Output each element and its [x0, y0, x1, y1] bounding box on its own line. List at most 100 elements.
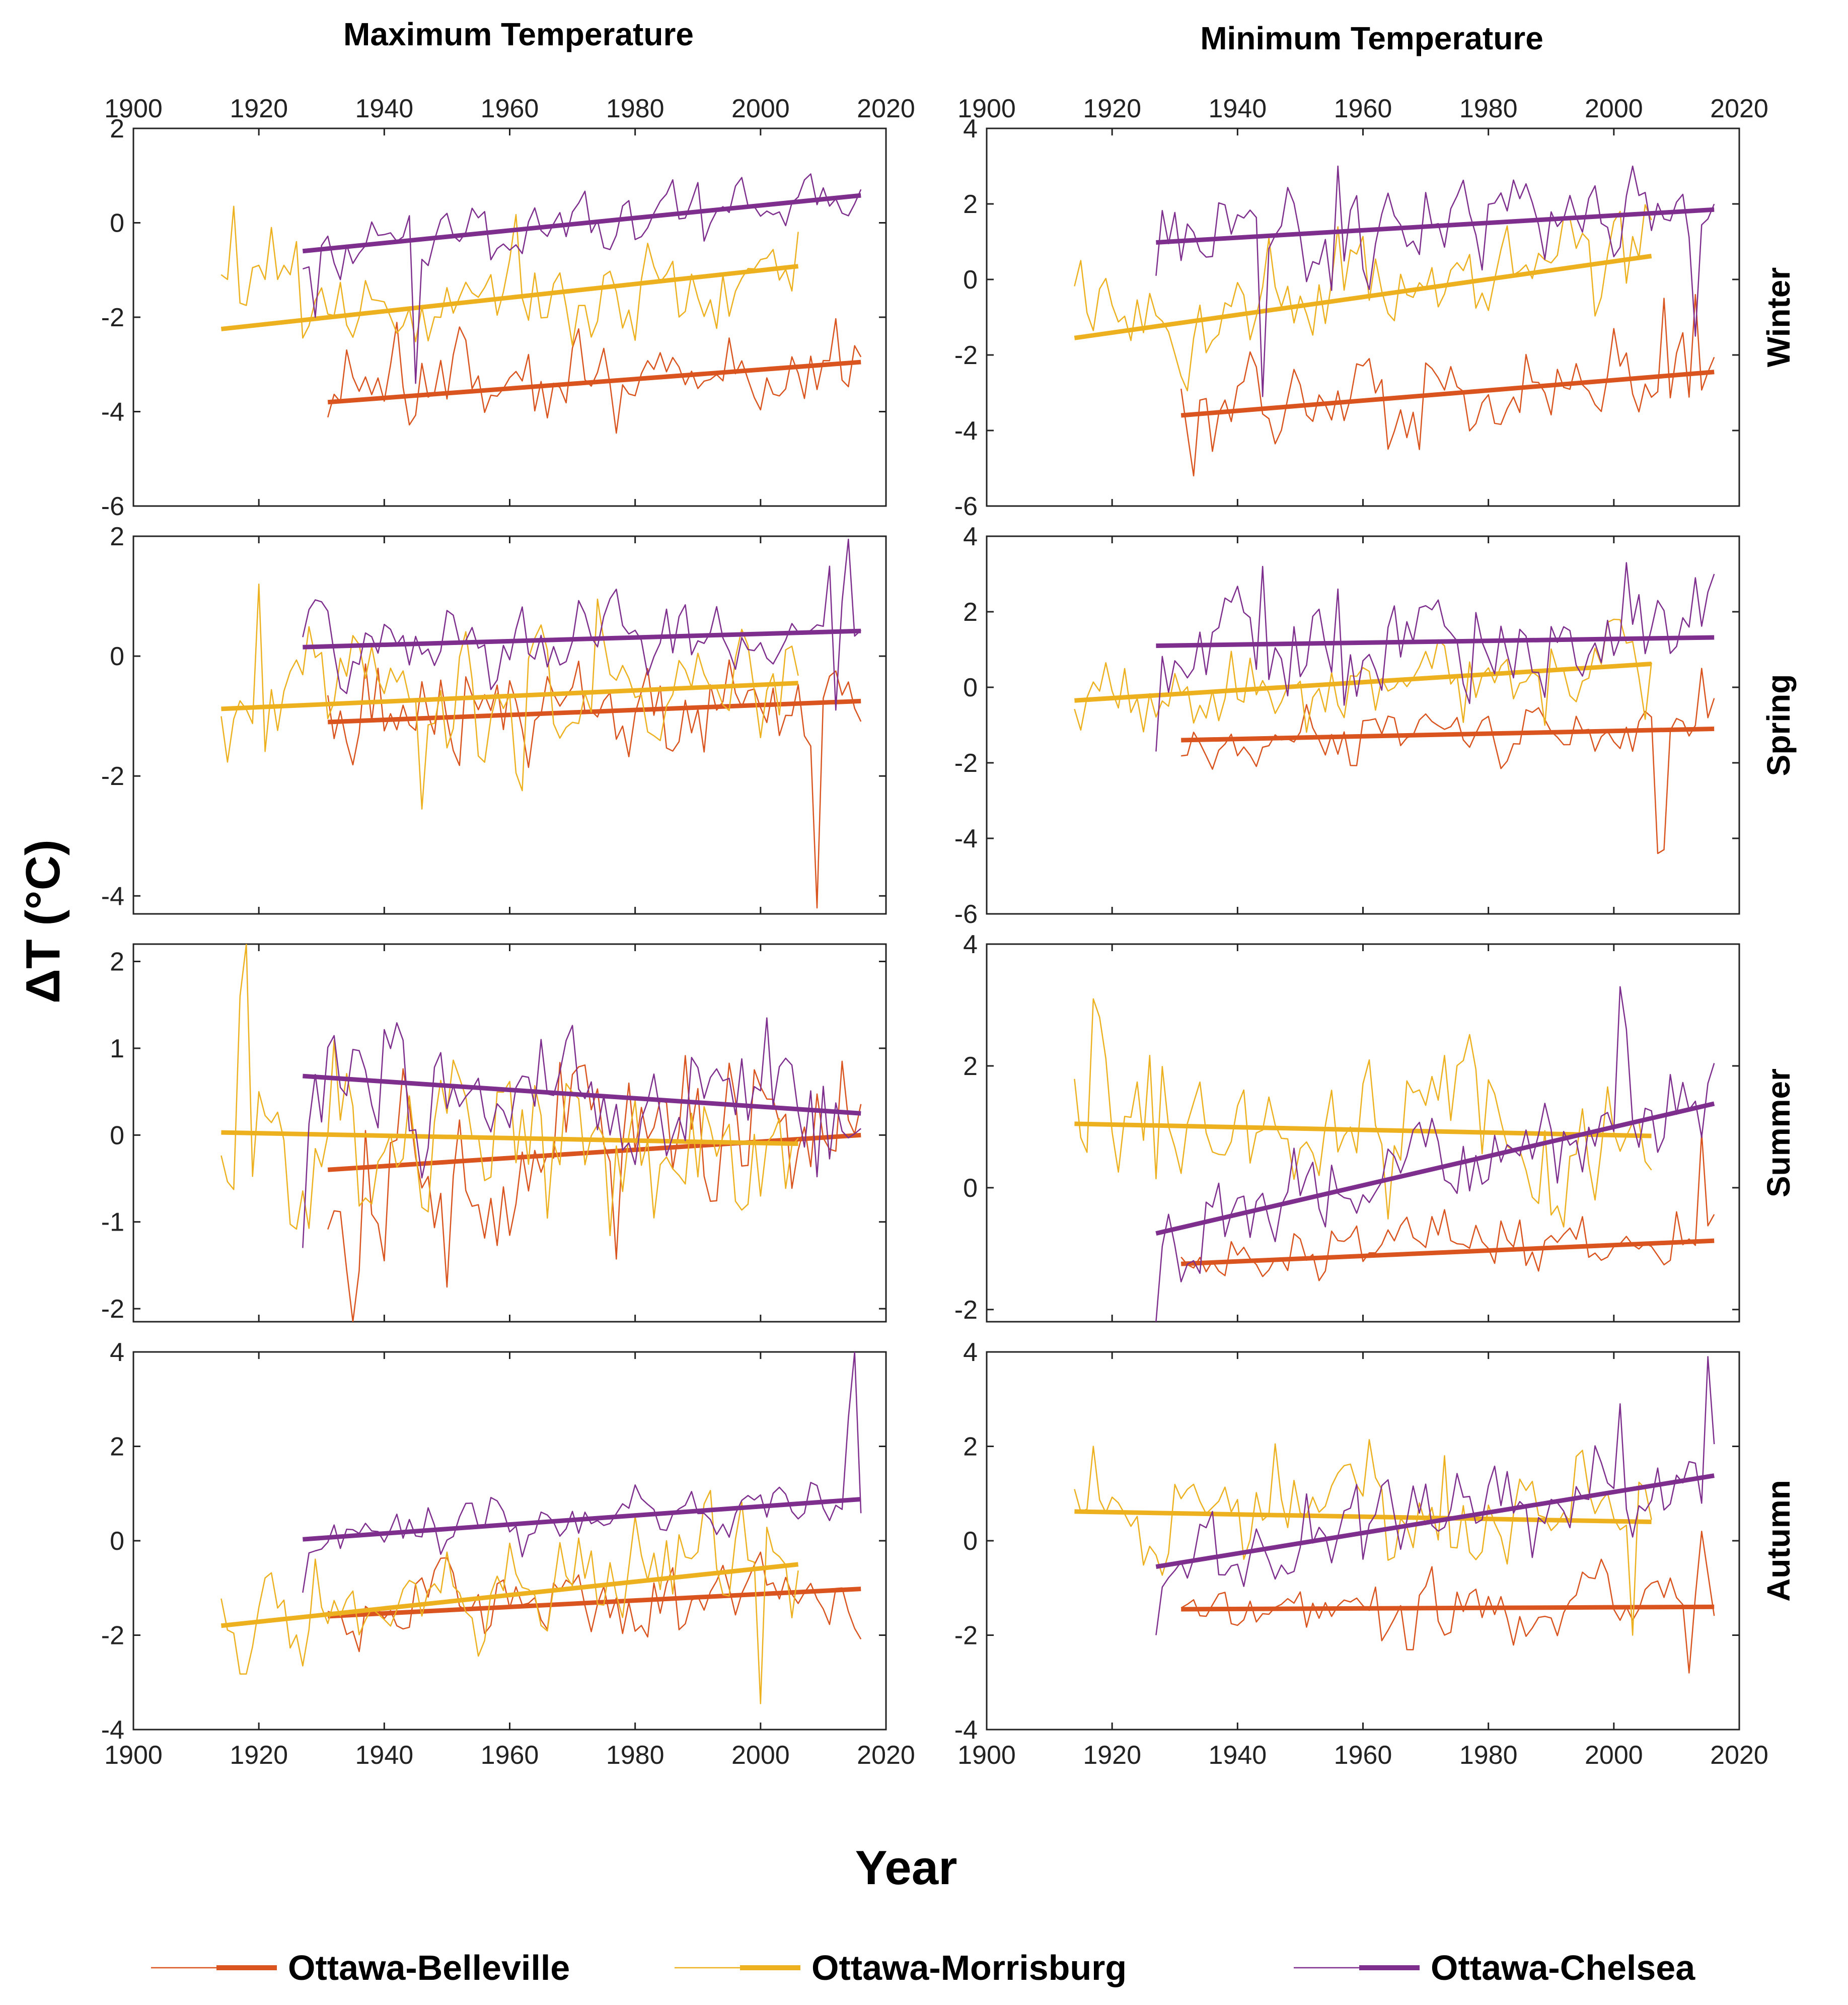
x-tick-label-bottom: 1920: [230, 1741, 288, 1770]
x-tick-label-top: 2020: [1710, 94, 1768, 123]
series-line-ottawa-belleville: [1180, 294, 1715, 477]
y-tick-label: 0: [963, 265, 978, 295]
y-tick-label: -6: [954, 492, 978, 521]
trend-line-ottawa-belleville: [327, 360, 861, 405]
series-line-ottawa-morrisburg: [220, 944, 799, 1236]
plot-area: [1074, 165, 1715, 477]
y-tick-label: -2: [954, 749, 978, 778]
trend-line-ottawa-chelsea: [1156, 207, 1715, 245]
legend-item-ottawa-morrisburg: Ottawa-Morrisburg: [675, 1948, 1127, 1987]
y-tick-label: -6: [954, 900, 978, 929]
y-tick-label: 2: [963, 190, 978, 219]
y-tick-label: -4: [954, 1715, 978, 1745]
y-tick-label: 2: [110, 522, 124, 551]
trend-line-ottawa-chelsea: [303, 1073, 861, 1116]
y-tick-label: -2: [101, 1295, 124, 1324]
y-tick-label: -4: [954, 416, 978, 446]
y-tick-label: 0: [963, 1174, 978, 1203]
x-tick-label-bottom: 2020: [857, 1741, 915, 1770]
x-tick-label-bottom: 2020: [1710, 1741, 1768, 1770]
trend-line-ottawa-morrisburg: [220, 1562, 799, 1628]
trend-line-ottawa-chelsea: [303, 1497, 861, 1542]
plot-area: [1074, 986, 1715, 1322]
trend-line-ottawa-chelsea: [1155, 1101, 1715, 1236]
trend-line-ottawa-belleville: [1181, 727, 1715, 743]
season-label-winter: Winter: [1760, 267, 1797, 368]
panel-frame: [986, 943, 1740, 1323]
x-tick-label-top: 2000: [731, 94, 790, 123]
y-axis-label: ΔT (°C): [16, 839, 70, 1004]
trend-line-ottawa-morrisburg: [1074, 254, 1652, 340]
series-line-ottawa-chelsea: [1155, 562, 1715, 752]
trend-line-ottawa-chelsea: [1155, 1473, 1715, 1569]
trend-line-ottawa-morrisburg: [1074, 662, 1652, 703]
y-tick-label: 4: [963, 522, 978, 551]
plot-area: [220, 538, 862, 909]
trend-line-ottawa-chelsea: [303, 628, 861, 650]
x-tick-label-bottom: 2000: [731, 1741, 790, 1770]
plot-area: [220, 1352, 862, 1704]
y-tick-label: 0: [110, 209, 124, 238]
series-line-ottawa-chelsea: [1155, 986, 1715, 1322]
series-line-ottawa-belleville: [1181, 668, 1715, 854]
x-tick-label-top: 2020: [857, 94, 915, 123]
x-tick-label-top: 1920: [1083, 94, 1141, 123]
trend-line-ottawa-morrisburg: [220, 264, 799, 331]
trend-line-ottawa-chelsea: [302, 193, 861, 254]
x-tick-label-top: 1940: [1208, 94, 1267, 123]
y-tick-label: -4: [101, 882, 124, 911]
series-line-ottawa-morrisburg: [220, 1490, 799, 1704]
x-tick-label-top: 1980: [1459, 94, 1518, 123]
column-title-max: Maximum Temperature: [343, 16, 694, 52]
panel-autumn-minimum-temperature: 1900 1920 1940 1960 1980 2000 2020 -4 -2 0 2 4 Autum…: [954, 1338, 1797, 1770]
season-label-summer: Summer: [1760, 1068, 1797, 1197]
y-tick-label: -4: [101, 398, 124, 427]
y-tick-label: 0: [110, 1527, 124, 1556]
legend: Ottawa-Belleville Ottawa-Morrisburg Ottawa…: [151, 1948, 1695, 1987]
y-tick-label: -4: [101, 1715, 124, 1745]
x-tick-label-top: 1900: [957, 94, 1016, 123]
season-label-spring: Spring: [1760, 674, 1797, 776]
series-line-ottawa-chelsea: [1155, 165, 1715, 397]
y-tick-label: 0: [963, 673, 978, 702]
y-tick-label: 2: [110, 947, 124, 976]
x-tick-label-top: 1980: [606, 94, 664, 123]
x-tick-label-bottom: 1920: [1083, 1741, 1141, 1770]
y-tick-label: 4: [963, 930, 978, 959]
trend-line-ottawa-chelsea: [1156, 635, 1715, 648]
x-tick-label-bottom: 2000: [1585, 1741, 1643, 1770]
season-label-autumn: Autumn: [1760, 1480, 1797, 1602]
plot-area: [1074, 562, 1715, 854]
panel-spring-maximum-temperature: -4 -2 0 2: [101, 522, 887, 915]
panel-summer-minimum-temperature: -2 0 2 4 Summer: [954, 930, 1797, 1325]
x-tick-label-top: 1940: [355, 94, 413, 123]
y-tick-label: 2: [963, 1052, 978, 1081]
x-tick-label-bottom: 1940: [355, 1741, 413, 1770]
panel-summer-maximum-temperature: -2 -1 0 1 2: [101, 943, 887, 1324]
legend-item-ottawa-chelsea: Ottawa-Chelsea: [1294, 1948, 1695, 1987]
x-tick-label-bottom: 1960: [1334, 1741, 1392, 1770]
series-line-ottawa-chelsea: [302, 538, 862, 711]
panel-frame: [132, 127, 887, 507]
x-tick-label-bottom: 1900: [957, 1741, 1016, 1770]
y-tick-label: 0: [110, 642, 124, 671]
y-tick-label: -4: [954, 824, 978, 853]
series-line-ottawa-morrisburg: [1074, 204, 1652, 392]
y-tick-label: 4: [110, 1338, 124, 1367]
legend-item-ottawa-belleville: Ottawa-Belleville: [151, 1948, 570, 1987]
series-line-ottawa-belleville: [1180, 1132, 1715, 1281]
panel-winter-maximum-temperature: 1900 1920 1940 1960 1980 2000 2020 -6 -4 -2 0 2: [101, 94, 915, 521]
legend-label: Ottawa-Chelsea: [1431, 1948, 1695, 1987]
plot-area: [1074, 1356, 1715, 1674]
y-tick-label: 4: [963, 114, 978, 144]
y-tick-label: -2: [954, 341, 978, 370]
panels: 1900 1920 1940 1960 1980 2000 2020-6-4-2021900…: [101, 94, 1797, 1770]
plot-area: [220, 173, 862, 434]
y-tick-label: -2: [954, 1621, 978, 1651]
series-line-ottawa-chelsea: [302, 1352, 862, 1593]
legend-label: Ottawa-Morrisburg: [811, 1948, 1127, 1987]
y-tick-label: -1: [101, 1208, 124, 1237]
series-line-ottawa-morrisburg: [1074, 1439, 1652, 1636]
series-line-ottawa-chelsea: [1155, 1356, 1715, 1635]
